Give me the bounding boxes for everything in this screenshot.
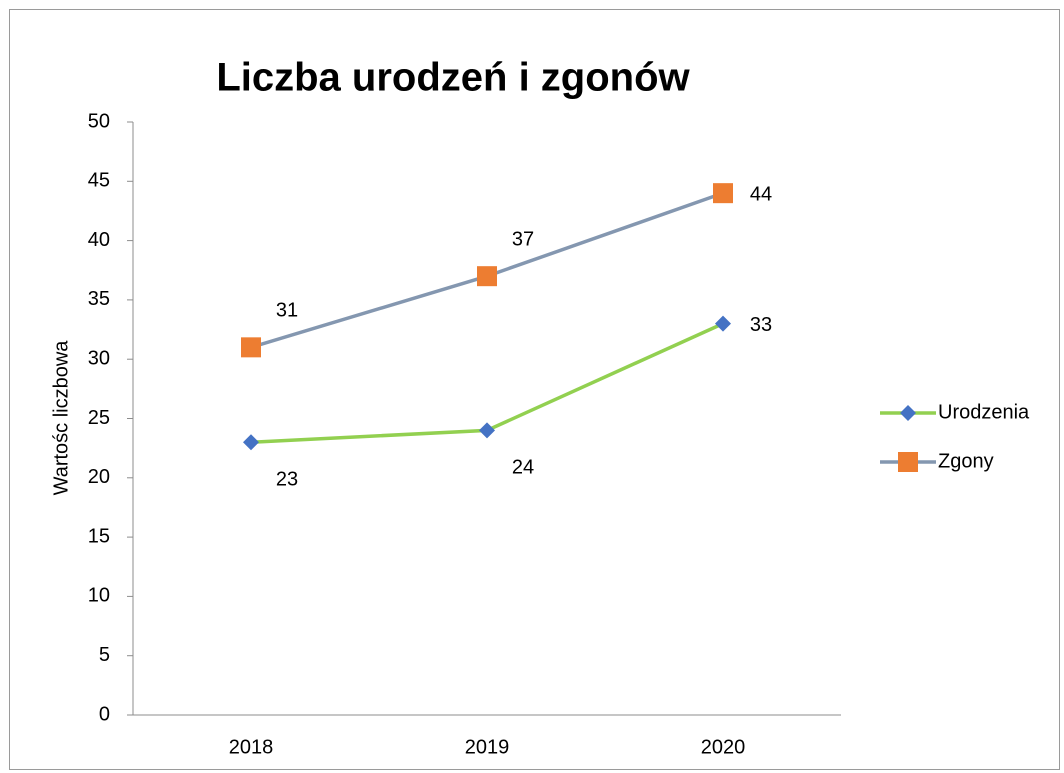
data-label: 44	[750, 183, 772, 205]
chart-title: Liczba urodzeń i zgonów	[216, 56, 690, 100]
marker	[898, 452, 918, 472]
y-tick-label: 15	[88, 525, 110, 547]
x-tick-label: 2018	[229, 736, 274, 758]
y-tick-label: 5	[99, 644, 110, 666]
y-tick-label: 45	[88, 170, 110, 192]
y-tick-label: 25	[88, 407, 110, 429]
y-tick-label: 0	[99, 703, 110, 725]
data-label: 23	[276, 469, 298, 491]
marker	[241, 337, 261, 358]
data-label: 31	[276, 300, 298, 322]
y-tick-label: 35	[88, 288, 110, 310]
marker	[479, 422, 495, 439]
x-tick-label: 2020	[701, 736, 746, 758]
legend-label: Urodzenia	[938, 401, 1030, 423]
marker	[715, 315, 731, 332]
x-tick-label: 2019	[465, 736, 510, 758]
marker	[477, 266, 497, 287]
y-tick-label: 30	[88, 347, 110, 369]
marker	[900, 405, 916, 421]
y-tick-label: 10	[88, 585, 110, 607]
data-label: 37	[512, 228, 534, 250]
y-tick-label: 20	[88, 466, 110, 488]
marker	[713, 183, 733, 204]
data-label: 33	[750, 314, 772, 336]
marker	[243, 434, 259, 451]
chart-border	[9, 9, 1060, 770]
legend-label: Zgony	[938, 450, 994, 472]
y-tick-label: 40	[88, 229, 110, 251]
y-tick-label: 50	[88, 110, 110, 132]
data-label: 24	[512, 457, 534, 479]
y-axis-label: Wartośc liczbowa	[50, 340, 72, 496]
